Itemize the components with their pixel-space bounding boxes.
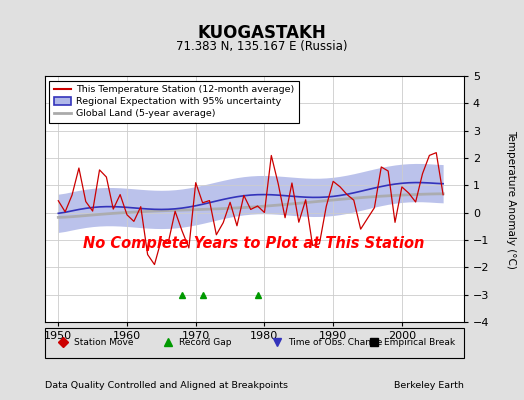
Text: KUOGASTAKH: KUOGASTAKH	[198, 24, 326, 42]
Text: No Complete Years to Plot at This Station: No Complete Years to Plot at This Statio…	[83, 236, 425, 251]
Text: Station Move: Station Move	[74, 338, 134, 347]
Text: Empirical Break: Empirical Break	[384, 338, 455, 347]
Text: Berkeley Earth: Berkeley Earth	[394, 381, 464, 390]
Text: Data Quality Controlled and Aligned at Breakpoints: Data Quality Controlled and Aligned at B…	[45, 381, 288, 390]
Legend: This Temperature Station (12-month average), Regional Expectation with 95% uncer: This Temperature Station (12-month avera…	[49, 81, 299, 123]
Text: Record Gap: Record Gap	[179, 338, 231, 347]
Y-axis label: Temperature Anomaly (°C): Temperature Anomaly (°C)	[506, 130, 516, 268]
Text: 71.383 N, 135.167 E (Russia): 71.383 N, 135.167 E (Russia)	[176, 40, 348, 53]
Text: Time of Obs. Change: Time of Obs. Change	[288, 338, 382, 347]
